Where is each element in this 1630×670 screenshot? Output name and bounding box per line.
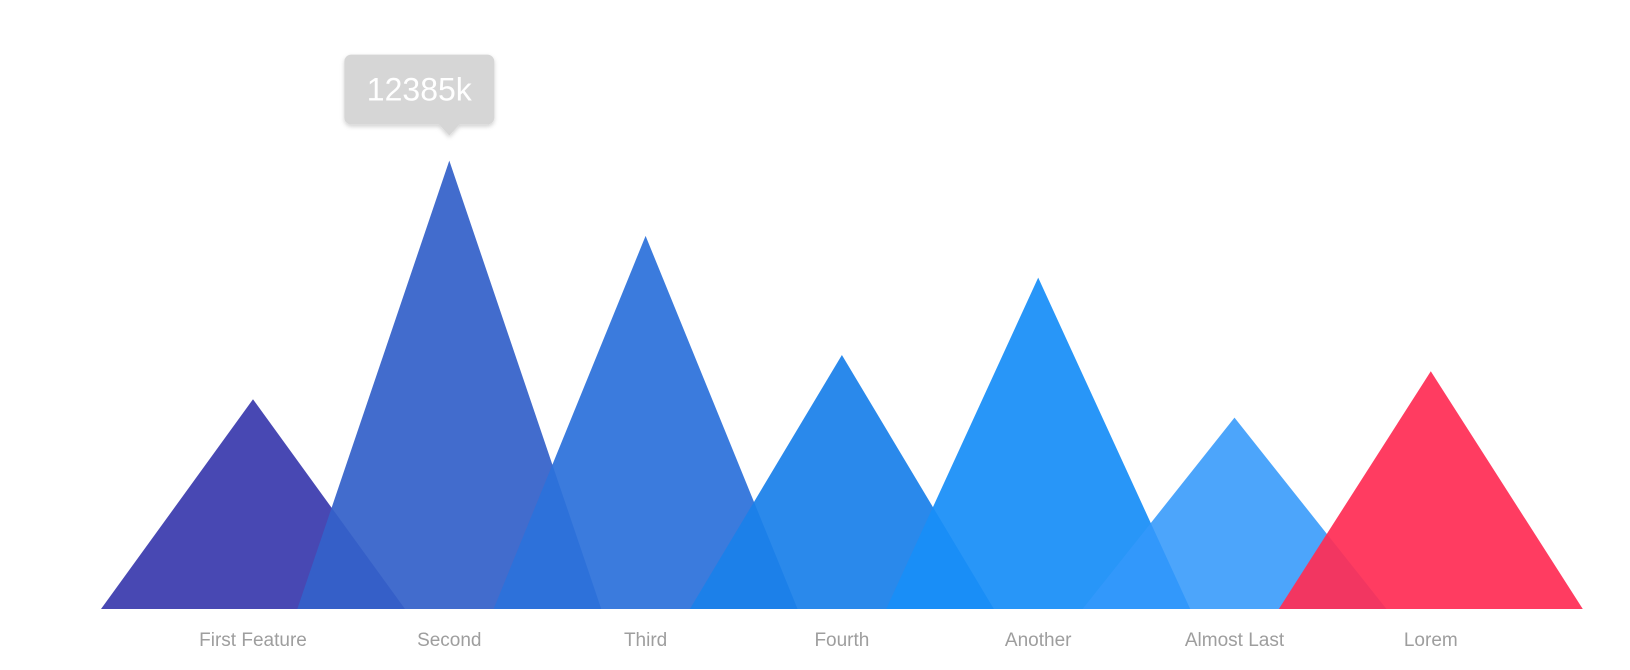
peaks-layer: [101, 160, 1583, 610]
tooltip-pointer: [438, 123, 461, 136]
category-label: Lorem: [1404, 630, 1458, 651]
category-label: First Feature: [199, 630, 307, 651]
peak-third[interactable]: [493, 235, 798, 609]
category-label: Fourth: [814, 630, 869, 651]
tooltip-bubble-group: [344, 54, 495, 136]
tooltip-bubble: [344, 54, 495, 125]
category-label: Another: [1005, 630, 1072, 651]
category-label: Third: [624, 630, 667, 651]
category-label: Second: [417, 630, 481, 651]
category-labels: First Feature Second Third Fourth Another Alm…: [199, 630, 1458, 651]
value-tooltip: 12385k: [344, 54, 495, 136]
peak-lorem[interactable]: [1278, 371, 1583, 609]
category-label: Almost Last: [1185, 630, 1285, 651]
tooltip-value: 12385k: [367, 72, 473, 108]
peak-another[interactable]: [886, 277, 1191, 609]
peak-second[interactable]: [297, 160, 602, 610]
